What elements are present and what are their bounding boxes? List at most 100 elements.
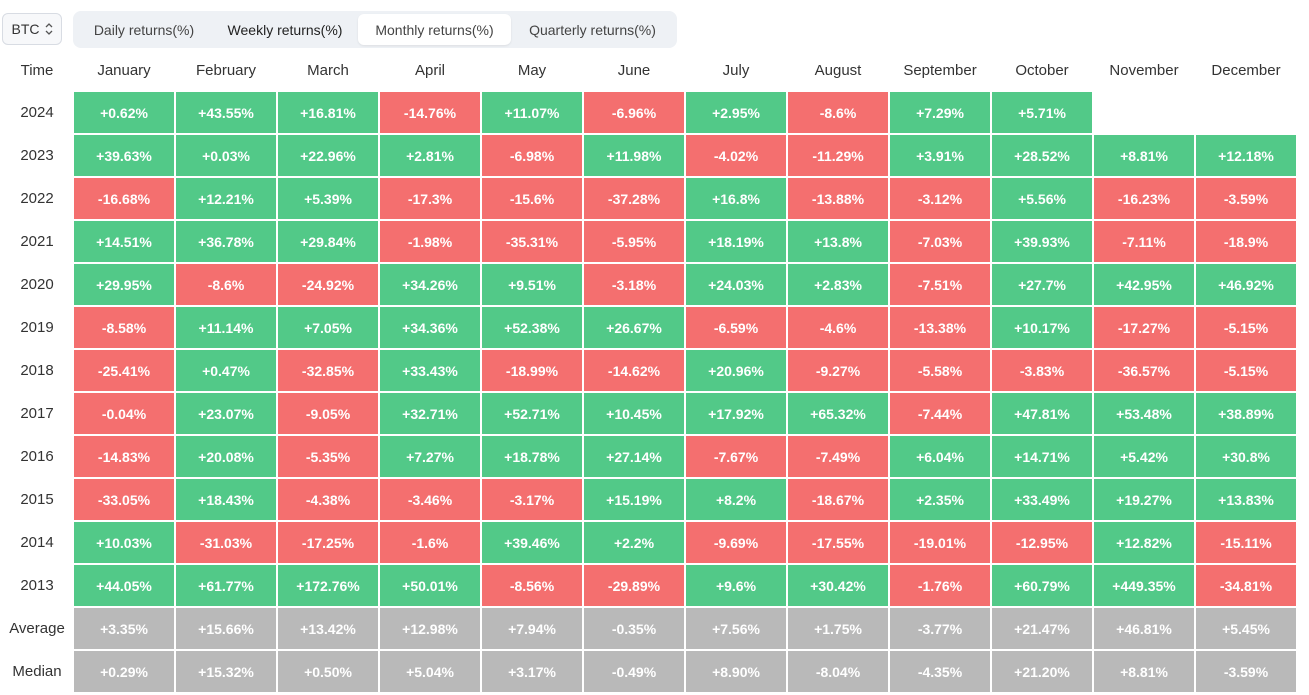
return-cell: +5.71% bbox=[992, 92, 1092, 133]
table-row: 2024 +0.62% +43.55% +16.81% -14.76% +11.07% -6… bbox=[2, 92, 1296, 133]
return-cell: -7.49% bbox=[788, 436, 888, 477]
return-cell: +28.52% bbox=[992, 135, 1092, 176]
return-cell: +44.05% bbox=[74, 565, 174, 606]
return-cell: +14.71% bbox=[992, 436, 1092, 477]
year-label: 2020 bbox=[20, 276, 54, 293]
return-cell: +14.51% bbox=[74, 221, 174, 262]
return-cell: +46.92% bbox=[1196, 264, 1296, 305]
return-cell: -14.76% bbox=[380, 92, 480, 133]
return-cell: -1.6% bbox=[380, 522, 480, 563]
summary-row: Median +0.29% +15.32% +0.50% +5.04% +3.17% -0.… bbox=[2, 651, 1296, 692]
return-cell: -17.3% bbox=[380, 178, 480, 219]
return-cell: +13.8% bbox=[788, 221, 888, 262]
return-cell: -24.92% bbox=[278, 264, 378, 305]
return-cell: -34.81% bbox=[1196, 565, 1296, 606]
return-cell: +6.04% bbox=[890, 436, 990, 477]
column-header-month: November bbox=[1109, 62, 1179, 79]
tab-daily-returns[interactable]: Daily returns(%) bbox=[93, 21, 195, 38]
return-cell: -9.27% bbox=[788, 350, 888, 391]
summary-cell: +0.50% bbox=[278, 651, 378, 692]
table-row: 2020 +29.95% -8.6% -24.92% +34.26% +9.51% -3.1… bbox=[2, 264, 1296, 305]
return-cell: +7.29% bbox=[890, 92, 990, 133]
year-label: 2024 bbox=[20, 104, 54, 121]
chevron-up-down-icon bbox=[45, 23, 53, 35]
return-cell: +36.78% bbox=[176, 221, 276, 262]
tab-quarterly-returns[interactable]: Quarterly returns(%) bbox=[529, 21, 656, 38]
year-label: 2014 bbox=[20, 534, 54, 551]
return-cell: +12.18% bbox=[1196, 135, 1296, 176]
return-cell: -35.31% bbox=[482, 221, 582, 262]
return-cell: +16.8% bbox=[686, 178, 786, 219]
return-cell: +39.46% bbox=[482, 522, 582, 563]
return-cell: -3.17% bbox=[482, 479, 582, 520]
column-header-month: August bbox=[814, 62, 862, 79]
return-cell: -36.57% bbox=[1094, 350, 1194, 391]
return-cell: -4.38% bbox=[278, 479, 378, 520]
return-cell: +33.43% bbox=[380, 350, 480, 391]
return-cell: +34.36% bbox=[380, 307, 480, 348]
return-cell: -18.99% bbox=[482, 350, 582, 391]
tab-weekly-returns[interactable]: Weekly returns(%) bbox=[227, 21, 343, 38]
return-cell: -3.59% bbox=[1196, 178, 1296, 219]
return-cell: +5.42% bbox=[1094, 436, 1194, 477]
return-cell: -4.6% bbox=[788, 307, 888, 348]
return-cell: -5.15% bbox=[1196, 307, 1296, 348]
return-cell: -8.6% bbox=[176, 264, 276, 305]
return-cell: -4.02% bbox=[686, 135, 786, 176]
year-label: 2016 bbox=[20, 448, 54, 465]
return-cell: +0.47% bbox=[176, 350, 276, 391]
return-cell: +5.39% bbox=[278, 178, 378, 219]
year-label: 2015 bbox=[20, 491, 54, 508]
return-cell: -14.62% bbox=[584, 350, 684, 391]
return-cell: +10.45% bbox=[584, 393, 684, 434]
return-cell: +23.07% bbox=[176, 393, 276, 434]
return-cell: +16.81% bbox=[278, 92, 378, 133]
return-cell: -14.83% bbox=[74, 436, 174, 477]
return-cell: -13.38% bbox=[890, 307, 990, 348]
column-header-month: December bbox=[1211, 62, 1281, 79]
empty-cell bbox=[1196, 92, 1296, 133]
return-cell: +42.95% bbox=[1094, 264, 1194, 305]
return-cell: -9.05% bbox=[278, 393, 378, 434]
summary-cell: -8.04% bbox=[788, 651, 888, 692]
returns-period-tabs: Daily returns(%) Weekly returns(%) Month… bbox=[73, 11, 677, 48]
return-cell: +18.43% bbox=[176, 479, 276, 520]
column-header-time: Time bbox=[20, 62, 54, 79]
tab-monthly-returns[interactable]: Monthly returns(%) bbox=[358, 14, 511, 45]
return-cell: -32.85% bbox=[278, 350, 378, 391]
return-cell: +0.62% bbox=[74, 92, 174, 133]
column-header-month: July bbox=[722, 62, 750, 79]
return-cell: +52.71% bbox=[482, 393, 582, 434]
return-cell: +11.14% bbox=[176, 307, 276, 348]
summary-cell: +15.32% bbox=[176, 651, 276, 692]
table-row: 2014 +10.03% -31.03% -17.25% -1.6% +39.46% +2.… bbox=[2, 522, 1296, 563]
return-cell: +47.81% bbox=[992, 393, 1092, 434]
return-cell: +8.81% bbox=[1094, 135, 1194, 176]
table-row: 2013 +44.05% +61.77% +172.76% +50.01% -8.56% -… bbox=[2, 565, 1296, 606]
summary-label: Average bbox=[9, 620, 65, 637]
return-cell: -37.28% bbox=[584, 178, 684, 219]
return-cell: -16.23% bbox=[1094, 178, 1194, 219]
summary-cell: +1.75% bbox=[788, 608, 888, 649]
return-cell: -25.41% bbox=[74, 350, 174, 391]
return-cell: +18.19% bbox=[686, 221, 786, 262]
return-cell: +2.2% bbox=[584, 522, 684, 563]
return-cell: -7.44% bbox=[890, 393, 990, 434]
return-cell: +32.71% bbox=[380, 393, 480, 434]
asset-select[interactable]: BTC bbox=[2, 13, 62, 45]
summary-cell: +3.17% bbox=[482, 651, 582, 692]
return-cell: +13.83% bbox=[1196, 479, 1296, 520]
column-header-month: May bbox=[517, 62, 547, 79]
return-cell: +11.07% bbox=[482, 92, 582, 133]
column-header-month: April bbox=[414, 62, 445, 79]
return-cell: +3.91% bbox=[890, 135, 990, 176]
return-cell: -16.68% bbox=[74, 178, 174, 219]
return-cell: -9.69% bbox=[686, 522, 786, 563]
return-cell: +10.17% bbox=[992, 307, 1092, 348]
table-row: 2018 -25.41% +0.47% -32.85% +33.43% -18.99% -1… bbox=[2, 350, 1296, 391]
return-cell: -7.67% bbox=[686, 436, 786, 477]
return-cell: +39.63% bbox=[74, 135, 174, 176]
table-header-row: Time January February March April May June Jul… bbox=[2, 51, 1296, 90]
summary-cell: -4.35% bbox=[890, 651, 990, 692]
return-cell: +34.26% bbox=[380, 264, 480, 305]
